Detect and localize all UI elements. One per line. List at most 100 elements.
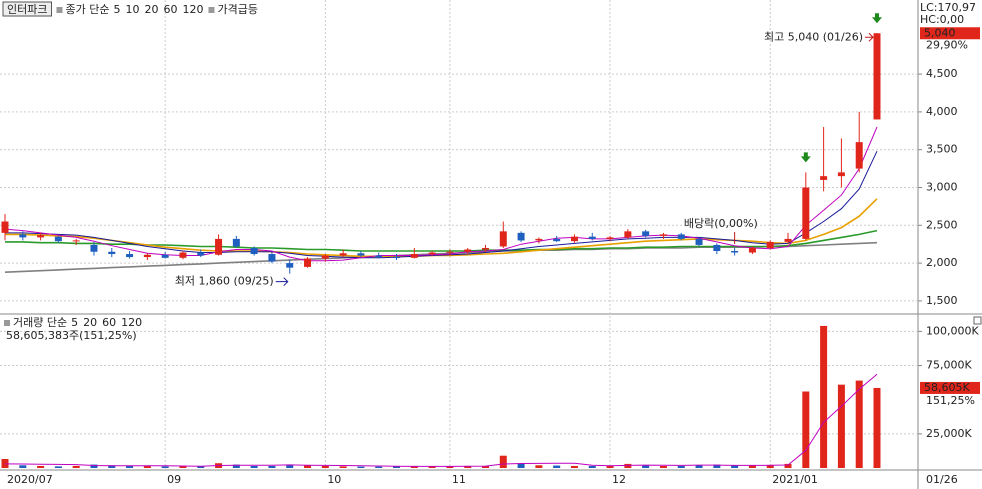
y-tick-label: 75,000K xyxy=(926,359,972,372)
volume-bar xyxy=(837,384,845,468)
y-tick-label: 3,000 xyxy=(926,180,958,193)
current-value-box xyxy=(920,27,980,40)
legend-item: 10 xyxy=(125,3,139,16)
legend-item: 60 xyxy=(163,3,177,16)
candle-body xyxy=(517,232,525,241)
legend-marker xyxy=(4,320,10,326)
candle-body xyxy=(464,249,472,252)
candle-body xyxy=(54,236,62,242)
annotation-high: 최고 5,040 (01/26) xyxy=(764,30,863,43)
chart-title: 인터파크 xyxy=(7,3,47,16)
candle-body xyxy=(837,172,845,177)
volume-bar xyxy=(410,465,418,468)
candle-body xyxy=(90,244,98,252)
volume-bar xyxy=(713,464,721,468)
candle-body xyxy=(37,235,45,238)
volume-bar xyxy=(784,463,792,468)
legend-item: 20 xyxy=(144,3,158,16)
y-tick-label: 100,000K xyxy=(926,324,979,337)
x-tick-label: 2020/07 xyxy=(7,473,53,486)
candle-body xyxy=(481,247,489,250)
volume-bar xyxy=(855,380,863,468)
arrow xyxy=(865,32,874,42)
candle-body xyxy=(802,187,810,239)
volume-bar xyxy=(72,465,80,468)
candle-body xyxy=(606,237,614,239)
candle-body xyxy=(748,247,756,253)
close-box[interactable] xyxy=(973,316,982,325)
legend-label: 종가 단순 xyxy=(65,3,109,16)
volume-bar xyxy=(393,466,401,468)
volume-bar xyxy=(481,465,489,468)
candle-body xyxy=(126,254,134,258)
candle-body xyxy=(161,254,169,258)
volume-bar xyxy=(268,465,276,468)
candle-body xyxy=(624,231,632,238)
volume-bar xyxy=(179,466,187,468)
volume-bar xyxy=(464,465,472,468)
volume-bar xyxy=(339,466,347,468)
y-tick-label: 4,000 xyxy=(926,105,958,118)
volume-bar xyxy=(232,464,240,468)
volume-bar xyxy=(90,464,98,468)
volume-bar xyxy=(357,466,365,468)
candle-body xyxy=(535,238,543,241)
y-tick-label: 25,000K xyxy=(926,427,972,440)
candle-body xyxy=(321,255,329,259)
volume-bar xyxy=(126,465,134,468)
candle-body xyxy=(250,247,258,255)
current-value-box xyxy=(920,381,980,394)
signal-arrow xyxy=(800,152,811,163)
volume-bar xyxy=(143,465,151,468)
candle-body xyxy=(428,252,436,255)
candle-body xyxy=(357,253,365,256)
candle-body xyxy=(677,234,685,239)
moving-average-line xyxy=(5,150,878,259)
legend-item: 5 xyxy=(71,316,78,329)
current-value-label: 5,040 xyxy=(924,26,956,39)
candle-body xyxy=(642,231,650,236)
candle-body xyxy=(19,234,27,238)
signal-label: 가격급등 xyxy=(217,3,257,16)
y-tick-label: 3,500 xyxy=(926,143,958,156)
volume-bar xyxy=(197,466,205,468)
legend-label: 거래량 단순 xyxy=(13,316,67,329)
candle-body xyxy=(553,238,561,242)
volume-bar xyxy=(748,465,756,468)
candle-body xyxy=(339,253,347,256)
y-tick-label: 2,500 xyxy=(926,218,958,231)
candle-body xyxy=(784,238,792,242)
candle-body xyxy=(197,252,205,256)
volume-bar xyxy=(624,463,632,468)
cursor-date: 01/26 xyxy=(926,473,958,486)
legend-marker xyxy=(56,7,63,13)
candle-body xyxy=(570,236,578,242)
current-value-label: 58,605K xyxy=(924,381,970,394)
candle-body xyxy=(731,251,739,253)
signal-arrow xyxy=(872,13,882,24)
legend-item: 120 xyxy=(121,316,142,329)
candle-body xyxy=(588,236,596,239)
x-tick-label: 11 xyxy=(452,473,466,486)
change-label: 29,90% xyxy=(926,38,968,51)
arrow xyxy=(275,277,289,287)
volume-bar xyxy=(820,325,828,468)
volume-bar xyxy=(499,455,507,468)
x-tick-label: 12 xyxy=(612,473,626,486)
candle-body xyxy=(410,254,418,258)
volume-bar xyxy=(570,465,578,468)
candle-body xyxy=(1,221,9,233)
volume-bar xyxy=(535,465,543,468)
candle-body xyxy=(499,231,507,247)
volume-bar xyxy=(695,465,703,468)
volume-bar xyxy=(108,465,116,468)
volume-bar xyxy=(766,465,774,468)
volume-bar xyxy=(553,465,561,468)
indicator: HC:0,00 xyxy=(920,13,964,26)
y-tick-label: 4,500 xyxy=(926,67,958,80)
volume-bar xyxy=(1,458,9,468)
x-tick-label: 10 xyxy=(327,473,341,486)
change-label: 151,25% xyxy=(926,394,975,407)
volume-bar xyxy=(304,465,312,468)
legend-item: 20 xyxy=(83,316,97,329)
